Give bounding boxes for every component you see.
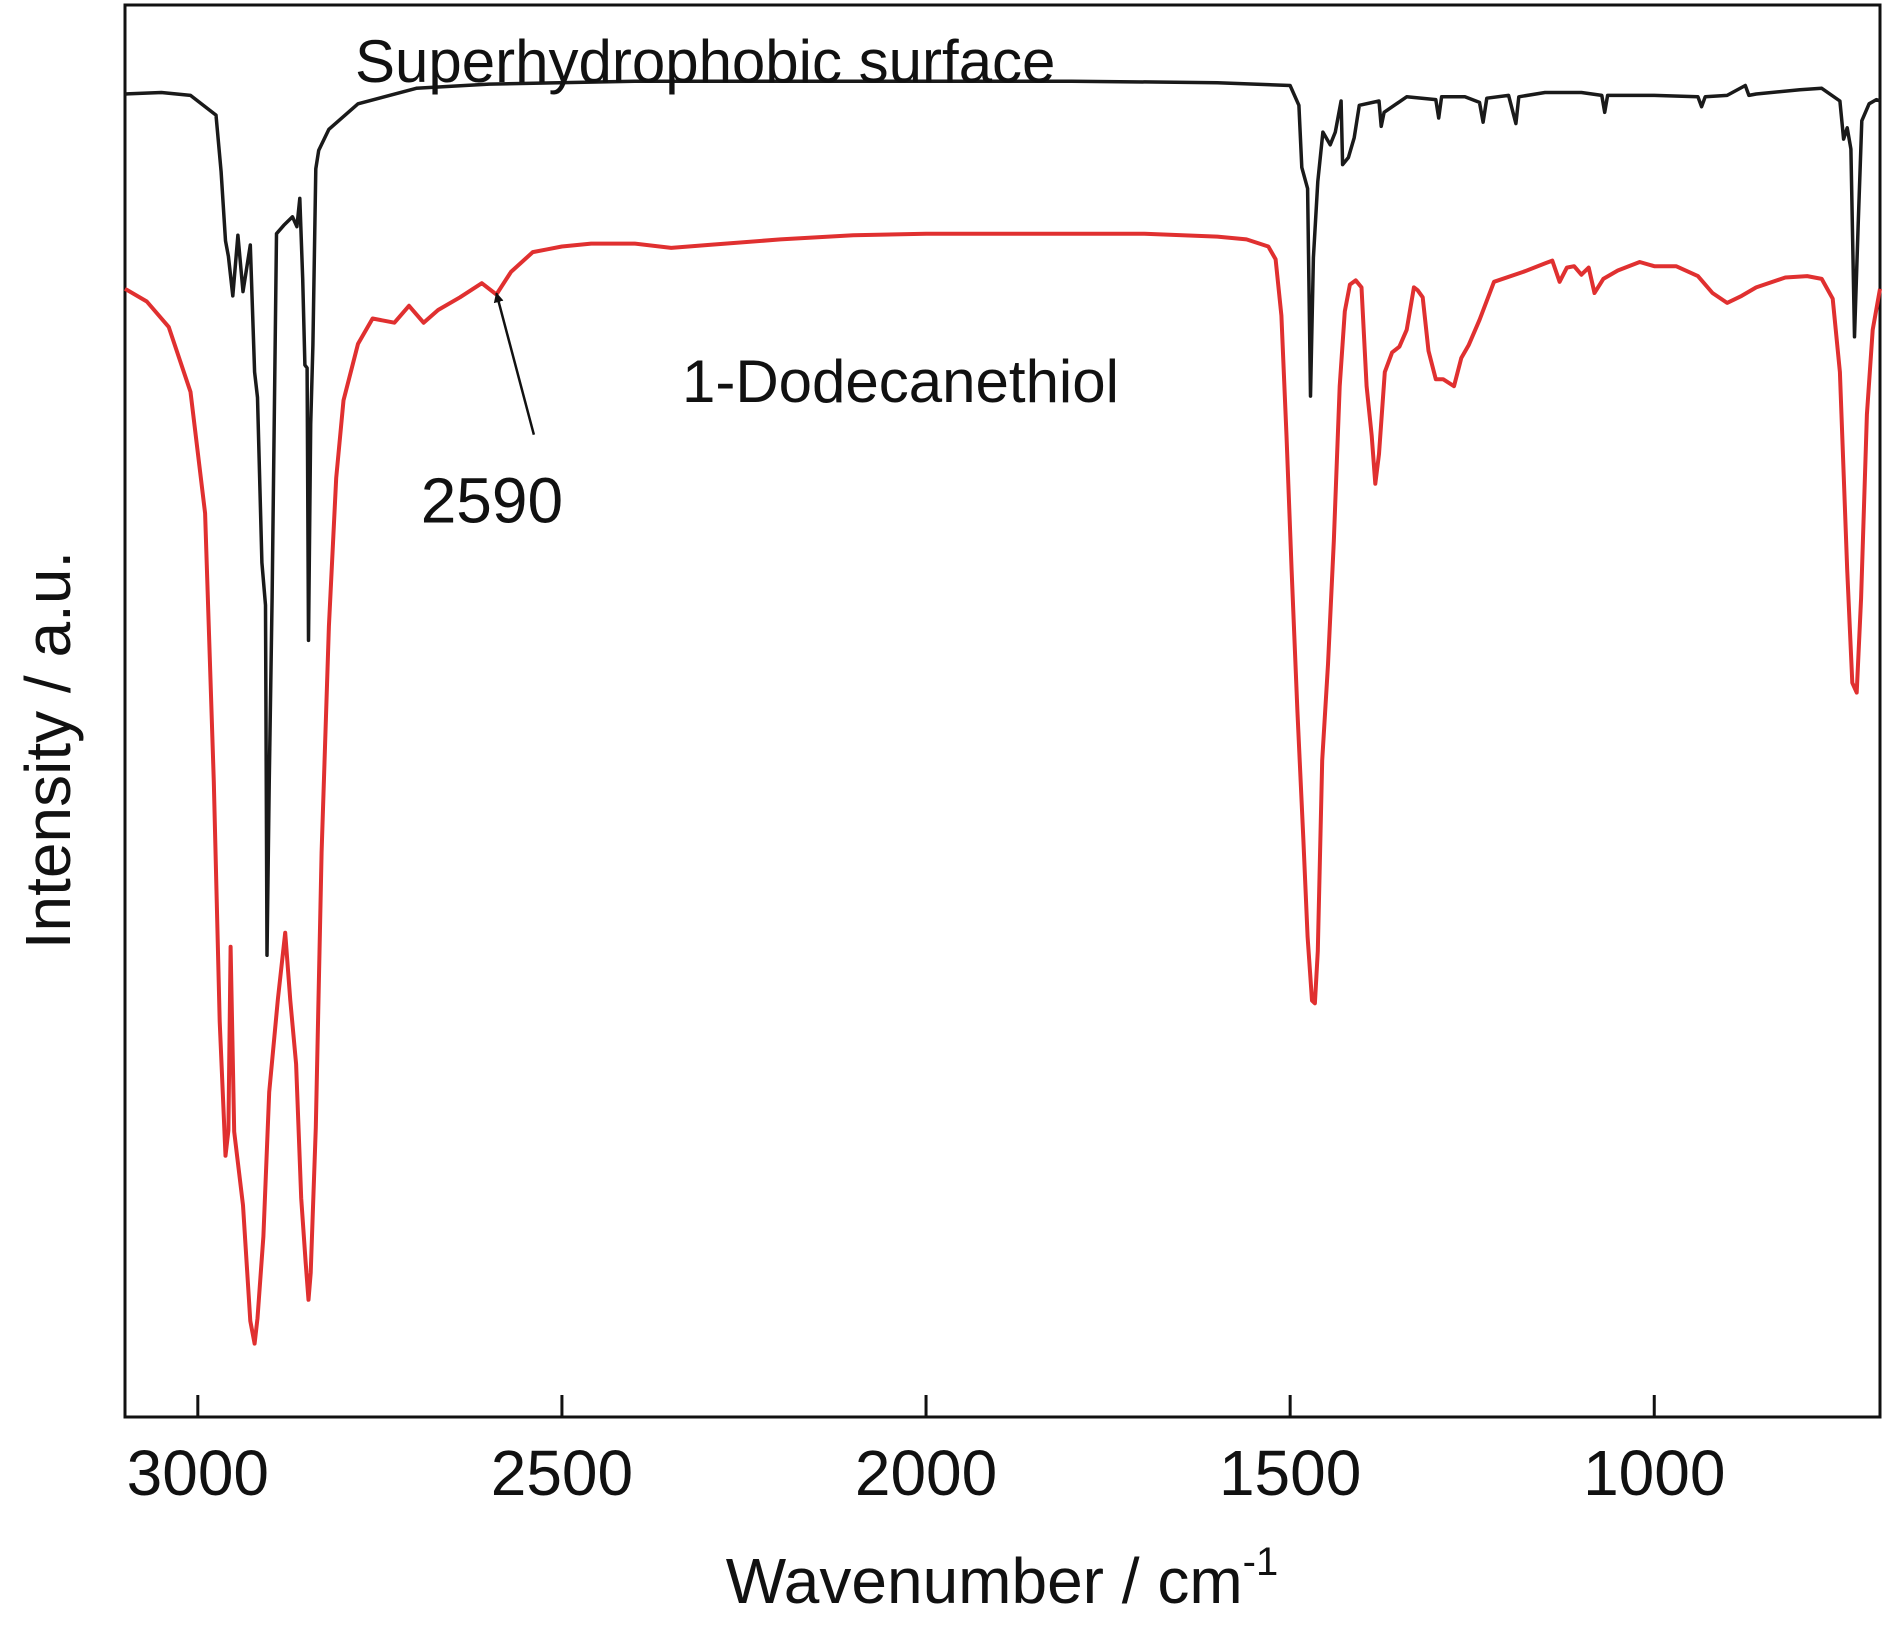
x-tick-label-1000: 1000 (1583, 1437, 1725, 1509)
x-axis-title: Wavenumber / cm-1 (726, 1540, 1278, 1617)
plot-frame (123, 3, 1882, 1419)
y-axis-title: Intensity / a.u. (12, 551, 84, 949)
x-axis-title-superscript: -1 (1243, 1540, 1279, 1584)
annotation-arrow (493, 292, 536, 436)
x-tick-label-2000: 2000 (855, 1437, 997, 1509)
x-axis-ticks (196, 1395, 1656, 1417)
series-label-superhydrophobic: Superhydrophobic surface (355, 28, 1055, 95)
x-tick-label-3000: 3000 (127, 1437, 269, 1509)
series-label-dodecanethiol: 1-Dodecanethiol (682, 348, 1119, 415)
series-lines (123, 79, 1882, 1346)
x-axis-tick-labels: 3000 2500 2000 1500 1000 (127, 1437, 1726, 1509)
x-tick-label-2500: 2500 (491, 1437, 633, 1509)
series-line-superhydrophobic-surface (124, 79, 1881, 958)
x-axis-title-main: Wavenumber / cm (726, 1545, 1243, 1617)
annotation-label: 2590 (421, 465, 563, 537)
x-tick-label-1500: 1500 (1219, 1437, 1361, 1509)
series-line-dodecanethiol (123, 231, 1882, 1346)
